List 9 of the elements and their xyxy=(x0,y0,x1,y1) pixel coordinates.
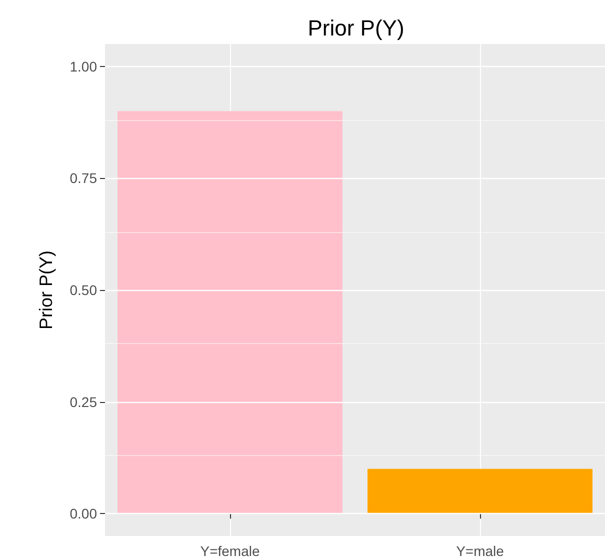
y-tick-label: 0.50 xyxy=(70,282,98,298)
y-axis-title: Prior P(Y) xyxy=(36,250,56,330)
y-tick-label: 0.00 xyxy=(70,506,98,522)
y-tick-label: 1.00 xyxy=(70,58,98,74)
x-tick-label: Y=female xyxy=(200,543,260,558)
chart-title: Prior P(Y) xyxy=(308,16,404,40)
y-tick-label: 0.75 xyxy=(70,170,98,186)
x-tick-label: Y=male xyxy=(456,543,504,558)
y-tick-label: 0.25 xyxy=(70,394,98,410)
